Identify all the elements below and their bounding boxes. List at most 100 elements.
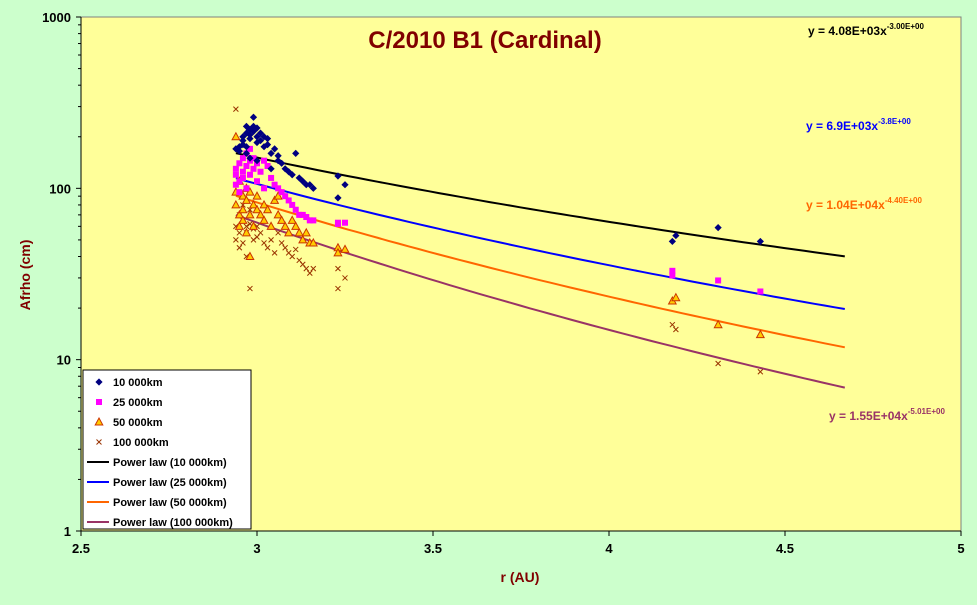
data-point — [757, 368, 764, 375]
data-point — [245, 187, 255, 196]
data-point — [246, 145, 253, 152]
data-point — [233, 106, 239, 112]
data-point — [714, 223, 722, 232]
data-point — [246, 135, 254, 143]
data-point — [298, 234, 308, 244]
data-point — [239, 168, 246, 175]
data-point — [259, 199, 269, 209]
data-point — [757, 288, 764, 295]
series-diamond — [232, 113, 764, 246]
legend-item: Power law (100 000km) — [87, 517, 233, 529]
data-point — [263, 140, 272, 149]
data-point — [255, 209, 266, 219]
data-point — [240, 240, 246, 246]
trend-line-2 — [235, 177, 845, 310]
data-point — [254, 178, 260, 185]
trend-equation: y = 4.08E+03x-3.00E+00 — [808, 22, 924, 38]
data-point — [268, 174, 275, 181]
data-point — [257, 168, 264, 175]
data-point — [289, 201, 296, 208]
data-point — [241, 195, 252, 204]
y-tick-label: 10 — [57, 353, 71, 368]
data-point — [669, 272, 676, 279]
legend-marker — [94, 416, 104, 426]
data-point — [252, 191, 262, 200]
legend-item: Power law (25 000km) — [87, 477, 227, 489]
data-point — [236, 189, 243, 196]
data-point — [243, 223, 250, 230]
data-point — [271, 145, 279, 153]
data-point — [269, 195, 280, 204]
series-triangle — [231, 131, 766, 339]
data-point — [274, 152, 282, 160]
chart-title: C/2010 B1 (Cardinal) — [368, 27, 601, 54]
data-point — [715, 360, 721, 367]
data-point — [261, 185, 268, 192]
data-point — [236, 178, 243, 185]
data-point — [303, 265, 310, 272]
data-point — [271, 250, 278, 256]
data-point — [334, 172, 342, 180]
data-point — [259, 215, 269, 224]
data-point — [284, 227, 294, 237]
data-point — [334, 194, 342, 202]
data-point — [669, 267, 676, 274]
data-point — [242, 149, 251, 157]
data-point — [275, 185, 282, 192]
data-point — [280, 221, 290, 230]
data-point — [261, 157, 268, 164]
x-tick-label: 5 — [957, 541, 964, 556]
data-point — [273, 209, 283, 219]
data-point — [278, 189, 285, 196]
data-point — [309, 184, 317, 192]
legend-marker — [96, 399, 102, 405]
data-point — [232, 181, 239, 188]
data-point — [235, 147, 243, 155]
data-point — [232, 165, 239, 172]
data-point — [291, 221, 301, 230]
legend-item: 50 000km — [94, 416, 163, 429]
data-point — [247, 285, 253, 292]
data-point — [233, 237, 239, 243]
data-point — [335, 265, 341, 272]
data-point — [713, 319, 723, 329]
data-point — [236, 244, 243, 251]
data-point — [253, 124, 261, 132]
data-point — [264, 244, 271, 251]
data-point — [238, 215, 248, 224]
data-point — [273, 191, 283, 200]
legend-label: 10 000km — [113, 377, 163, 389]
data-point — [256, 136, 265, 145]
data-point — [276, 215, 287, 224]
data-point — [245, 209, 255, 219]
data-point — [234, 209, 245, 219]
data-point — [292, 246, 299, 253]
data-point — [249, 127, 258, 135]
data-point — [243, 163, 250, 170]
data-point — [248, 199, 259, 209]
data-point — [268, 237, 274, 243]
x-axis-title: r (AU) — [501, 569, 540, 585]
data-point — [236, 160, 243, 167]
data-point — [334, 220, 341, 227]
data-point — [673, 326, 679, 333]
data-point — [310, 217, 317, 224]
x-tick-label: 3 — [253, 541, 260, 556]
data-point — [296, 211, 303, 218]
legend-item: Power law (50 000km) — [87, 497, 227, 509]
trend-equation: y = 6.9E+03x-3.8E+00 — [806, 117, 911, 133]
y-tick-label: 1000 — [42, 10, 71, 25]
legend-label: Power law (100 000km) — [113, 517, 233, 529]
data-point — [306, 181, 314, 189]
data-point — [755, 329, 766, 339]
legend-marker — [96, 439, 102, 445]
data-point — [301, 227, 311, 237]
data-point — [252, 204, 262, 214]
data-point — [266, 221, 276, 230]
data-point — [246, 171, 253, 178]
data-point — [285, 197, 292, 204]
legend-label: 100 000km — [113, 437, 169, 449]
data-point — [295, 174, 303, 182]
